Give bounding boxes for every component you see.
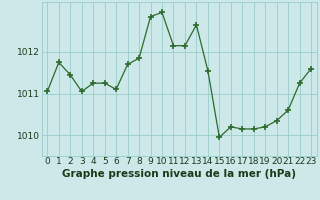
X-axis label: Graphe pression niveau de la mer (hPa): Graphe pression niveau de la mer (hPa)	[62, 169, 296, 179]
